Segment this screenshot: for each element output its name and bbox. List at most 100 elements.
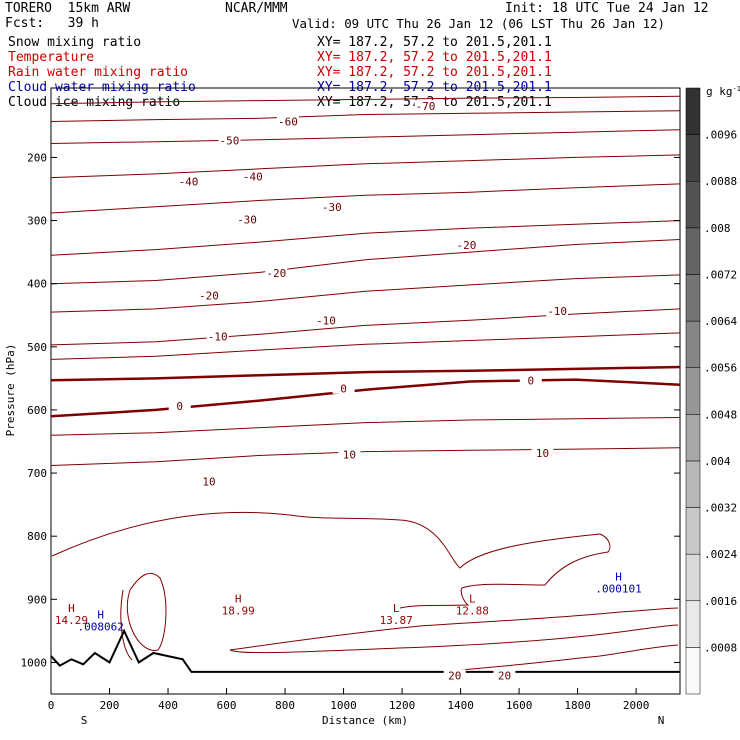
cloud-contour-band bbox=[229, 607, 679, 651]
extremum-value: .000101 bbox=[595, 582, 641, 595]
y-axis-label: Pressure (hPa) bbox=[4, 344, 17, 437]
isotherm-line bbox=[50, 110, 681, 122]
contour-label-bg bbox=[338, 448, 361, 460]
contour-label: 20 bbox=[448, 669, 461, 682]
extremum-value: .008062 bbox=[78, 620, 124, 633]
y-tick-label: 900 bbox=[27, 593, 47, 606]
cloud-contour-band2 bbox=[229, 624, 679, 654]
colorbar-swatch bbox=[685, 227, 701, 275]
y-tick-label: 500 bbox=[27, 341, 47, 354]
cloud-contours bbox=[51, 511, 679, 671]
isotherm-lines bbox=[50, 95, 681, 466]
colorbar-unit: g kg-1 bbox=[706, 85, 740, 98]
contour-label: 20 bbox=[498, 669, 511, 682]
contour-label: -10 bbox=[547, 305, 567, 318]
extremum-letter: H bbox=[235, 592, 242, 605]
x-tick-label: 1200 bbox=[389, 699, 416, 712]
field-xy-rain: XY= 187.2, 57.2 to 201.5,201.1 bbox=[317, 65, 552, 80]
extremum-letter: L bbox=[393, 602, 400, 615]
contour-label: 10 bbox=[536, 447, 549, 460]
x-tick-label: 1800 bbox=[564, 699, 591, 712]
colorbar-swatch bbox=[685, 320, 701, 368]
contour-label-bg bbox=[519, 374, 542, 386]
isotherm-line bbox=[50, 417, 681, 436]
isotherm-line bbox=[50, 365, 681, 382]
terrain-line bbox=[50, 628, 680, 673]
cloud-contour-near-surface bbox=[459, 644, 679, 671]
colorbar-tick-label: .0056 bbox=[704, 362, 737, 375]
contour-label: 10 bbox=[343, 448, 356, 461]
y-tick-label: 600 bbox=[27, 404, 47, 417]
colorbar-swatch bbox=[685, 553, 701, 602]
x-axis: 0 200 400 600 800 1000 1200 1400 1600 1800 2000 bbox=[48, 688, 650, 712]
extremum-value: 12.88 bbox=[456, 604, 489, 617]
contour-label-bg bbox=[168, 399, 191, 411]
contour-label: -70 bbox=[416, 100, 436, 113]
contour-label-bg bbox=[206, 330, 229, 342]
contour-label: -50 bbox=[220, 135, 240, 148]
contour-label-bg bbox=[414, 99, 437, 111]
contour-label: -20 bbox=[199, 289, 219, 302]
model-title: TORERO 15km ARW bbox=[5, 1, 131, 16]
cloud-contour-lower bbox=[126, 572, 167, 651]
isotherm-line bbox=[50, 447, 681, 466]
extremum-value: 13.87 bbox=[380, 614, 413, 627]
extremum-letter: H bbox=[68, 602, 75, 615]
x-tick-label: 600 bbox=[217, 699, 237, 712]
y-tick-label: 400 bbox=[27, 278, 47, 291]
isotherm-line bbox=[50, 183, 681, 214]
init-time: Init: 18 UTC Tue 24 Jan 12 bbox=[505, 1, 709, 16]
colorbar-tick-label: .0008 bbox=[704, 641, 737, 654]
contour-label-bg bbox=[315, 314, 338, 326]
field-name-snow: Snow mixing ratio bbox=[8, 35, 142, 50]
contour-label: -30 bbox=[322, 201, 342, 214]
x-tick-label: 2000 bbox=[623, 699, 650, 712]
extremum-letter: H bbox=[615, 570, 622, 583]
colorbar-swatch bbox=[685, 507, 701, 555]
field-name-temperature: Temperature bbox=[8, 50, 95, 65]
contour-label-bg bbox=[265, 267, 288, 279]
contour-label-bg bbox=[218, 134, 241, 146]
contour-label: 0 bbox=[527, 375, 534, 388]
contour-label-bg bbox=[455, 238, 478, 250]
contour-label: 0 bbox=[176, 400, 183, 413]
contour-label: -10 bbox=[208, 330, 228, 343]
contour-label-bg bbox=[443, 669, 466, 681]
contour-label: -20 bbox=[456, 239, 476, 252]
contour-label-bg bbox=[197, 289, 220, 301]
x-tick-label: 400 bbox=[158, 699, 178, 712]
isotherm-line bbox=[50, 129, 681, 144]
isotherm-line bbox=[50, 274, 681, 313]
contour-label-bg bbox=[276, 115, 299, 127]
colorbar-unit-base: g kg bbox=[706, 85, 733, 98]
plot-frame bbox=[50, 87, 681, 695]
isotherm-line bbox=[50, 239, 681, 285]
colorbar-swatch bbox=[685, 647, 701, 695]
x-axis-right-end: N bbox=[658, 714, 665, 727]
isotherm-line bbox=[50, 154, 681, 179]
colorbar-tick-label: .0088 bbox=[704, 175, 737, 188]
isotherm-line bbox=[50, 378, 681, 418]
extremum-letter: L bbox=[469, 592, 476, 605]
x-tick-label: 1000 bbox=[330, 699, 357, 712]
contour-labels: -70 -60 -50 -40 -40 -30 -30 -20 -20 -20 -10 -10 -10 0… bbox=[168, 99, 569, 682]
contour-label-bg bbox=[531, 447, 554, 459]
cloud-contour-left bbox=[120, 589, 133, 661]
extremum-value: 14.29 bbox=[55, 614, 88, 627]
x-tick-label: 1600 bbox=[506, 699, 533, 712]
isotherm-line bbox=[50, 308, 681, 346]
contour-label: -20 bbox=[266, 267, 286, 280]
x-axis-left-end: S bbox=[81, 714, 88, 727]
field-xy-temperature: XY= 187.2, 57.2 to 201.5,201.1 bbox=[317, 50, 552, 65]
contour-label-bg bbox=[177, 175, 200, 187]
colorbar-swatch bbox=[685, 367, 701, 415]
colorbar-swatch bbox=[685, 134, 701, 182]
isotherm-line bbox=[50, 332, 681, 360]
colorbar-tick-label: .0024 bbox=[704, 548, 737, 561]
contour-label-bg bbox=[241, 170, 264, 182]
field-name-cloud-ice: Cloud ice mixing ratio bbox=[8, 95, 181, 110]
x-tick-label: 1400 bbox=[447, 699, 474, 712]
